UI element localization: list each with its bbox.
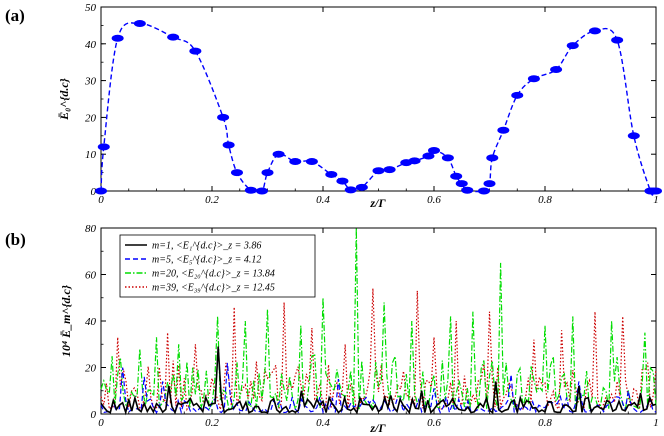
- legend-entry: m=5, <E₅^{d.c}>_z = 4.12: [152, 255, 261, 266]
- panel-a: (a) 0 0.2 0.4 0.6 0.8 1 0 10 20 30 40 50 z/Γ Ē₀^{d…: [5, 2, 662, 210]
- panel-a-y-tick-label: 40: [85, 39, 97, 51]
- panel-a-data-point: [461, 186, 474, 194]
- panel-a-data-point: [483, 180, 496, 188]
- panel-a-data-point: [167, 33, 180, 41]
- panel-a-x-ticks: 0 0.2 0.4 0.6 0.8 1: [98, 7, 659, 206]
- panel-a-data-point: [217, 113, 230, 121]
- panel-b-y-ticks: 0 20 40 60 80: [85, 223, 656, 421]
- legend-entry: m=20, <E₂₀^{d.c}>_z = 13.84: [152, 269, 275, 280]
- panel-a-data-point: [611, 36, 624, 44]
- panel-a-x-tick-label: 0.4: [316, 194, 330, 206]
- panel-b-y-tick-label: 60: [85, 270, 97, 282]
- panel-b-series-line: [100, 362, 657, 415]
- panel-a-data-point: [588, 27, 601, 35]
- panel-b-y-tick-label: 20: [85, 363, 97, 375]
- panel-a-data-point: [344, 186, 357, 194]
- panel-a-data-point: [189, 47, 202, 55]
- panel-a-data-point: [477, 187, 490, 195]
- panel-b-series-line: [100, 346, 657, 416]
- panel-a-data-point: [627, 132, 640, 140]
- panel-a-data-point: [289, 158, 302, 166]
- panel-b-x-tick-label: 0.8: [538, 417, 552, 429]
- panel-a-x-tick-label: 0.6: [427, 194, 441, 206]
- panel-a-x-tick-label: 0: [98, 194, 104, 206]
- panel-a-data-point: [383, 166, 396, 174]
- panel-a-data-point: [97, 143, 110, 151]
- panel-a-data-point: [527, 75, 540, 83]
- panel-a-y-ticks: 0 10 20 30 40 50: [84, 2, 656, 198]
- panel-a-data-point: [450, 172, 463, 180]
- panel-a-label: (a): [5, 6, 25, 25]
- panel-b-y-axis-title: 10⁴ Ē_m^{d.c}: [59, 284, 73, 357]
- panel-a-data-point: [650, 187, 662, 195]
- panel-b-label: (b): [5, 230, 26, 249]
- panel-a-x-tick-label: 0.2: [205, 194, 219, 206]
- legend-entry: m=1, <E₁^{d.c}>_z = 3.86: [152, 241, 261, 252]
- panel-b-x-axis-title: z/Γ: [369, 421, 386, 435]
- panel-a-data-point: [244, 186, 257, 194]
- panel-a-x-tick-label: 1: [653, 194, 659, 206]
- panel-a-data-point: [408, 157, 421, 165]
- panel-a-y-tick-label: 50: [85, 2, 97, 14]
- panel-a-data-point: [566, 42, 579, 50]
- legend-entry: m=39, <E₃₉^{d.c}>_z = 12.45: [152, 283, 275, 294]
- panel-b-x-tick-label: 1: [653, 417, 659, 429]
- panel-a-y-axis-title: Ē₀^{d.c}: [57, 77, 71, 121]
- legend-box: [119, 234, 316, 298]
- panel-a-x-tick-label: 0.8: [538, 194, 552, 206]
- panel-a-data-point: [511, 91, 524, 99]
- panel-a-data-point: [325, 170, 338, 178]
- panel-a-y-tick-label: 30: [84, 76, 97, 88]
- panel-a-data-point: [336, 177, 349, 185]
- panel-b-x-tick-label: 0.6: [427, 417, 441, 429]
- panel-a-data-point: [261, 169, 274, 177]
- panel-a-data-point: [486, 154, 499, 162]
- panel-a-y-tick-label: 10: [85, 149, 97, 161]
- panel-b-y-tick-label: 40: [85, 316, 97, 328]
- panel-a-data-point: [95, 187, 107, 195]
- panel-a-data-point: [355, 183, 368, 191]
- panel-a-data-point: [428, 147, 440, 155]
- panel-a-data-point: [133, 20, 146, 28]
- panel-a-data-point: [422, 152, 435, 160]
- panel-a-data-point: [441, 154, 454, 162]
- panel-b-y-tick-label: 0: [91, 409, 97, 421]
- panel-a-data-point: [272, 150, 285, 158]
- panel-a-x-axis-title: z/Γ: [369, 196, 386, 210]
- panel-b-x-tick-label: 0.4: [316, 417, 330, 429]
- panel-b-series-line: [100, 227, 657, 412]
- panel-a-data-point: [305, 158, 318, 166]
- panel-a-data-point: [111, 34, 124, 42]
- panel-b-x-tick-label: 0: [98, 417, 104, 429]
- panel-b-legend: m=1, <E₁^{d.c}>_z = 3.86 m=5, <E₅^{d.c}>_…: [119, 234, 316, 298]
- panel-a-data-point: [497, 126, 510, 134]
- panel-b: (b) 0 0.2 0.4 0.6 0.8 1 0 20 40 60 80 m=1, <E₁^{d…: [5, 223, 659, 435]
- panel-a-frame: [100, 6, 657, 192]
- panel-a-data-point: [222, 141, 235, 149]
- panel-a-y-tick-label: 20: [85, 112, 97, 124]
- panel-b-series: [100, 227, 657, 416]
- panel-a-data-point: [372, 167, 385, 175]
- panel-a-y-tick-label: 0: [91, 186, 97, 198]
- panel-a-data-point: [230, 169, 243, 177]
- panel-b-y-tick-label: 80: [85, 223, 97, 235]
- panel-a-data-point: [455, 180, 468, 188]
- panel-a-data-point: [255, 187, 268, 195]
- panel-a-series: [95, 20, 662, 196]
- panel-b-x-ticks: 0 0.2 0.4 0.6 0.8 1: [98, 228, 659, 429]
- panel-a-data-point: [550, 66, 563, 74]
- panel-b-x-tick-label: 0.2: [205, 417, 219, 429]
